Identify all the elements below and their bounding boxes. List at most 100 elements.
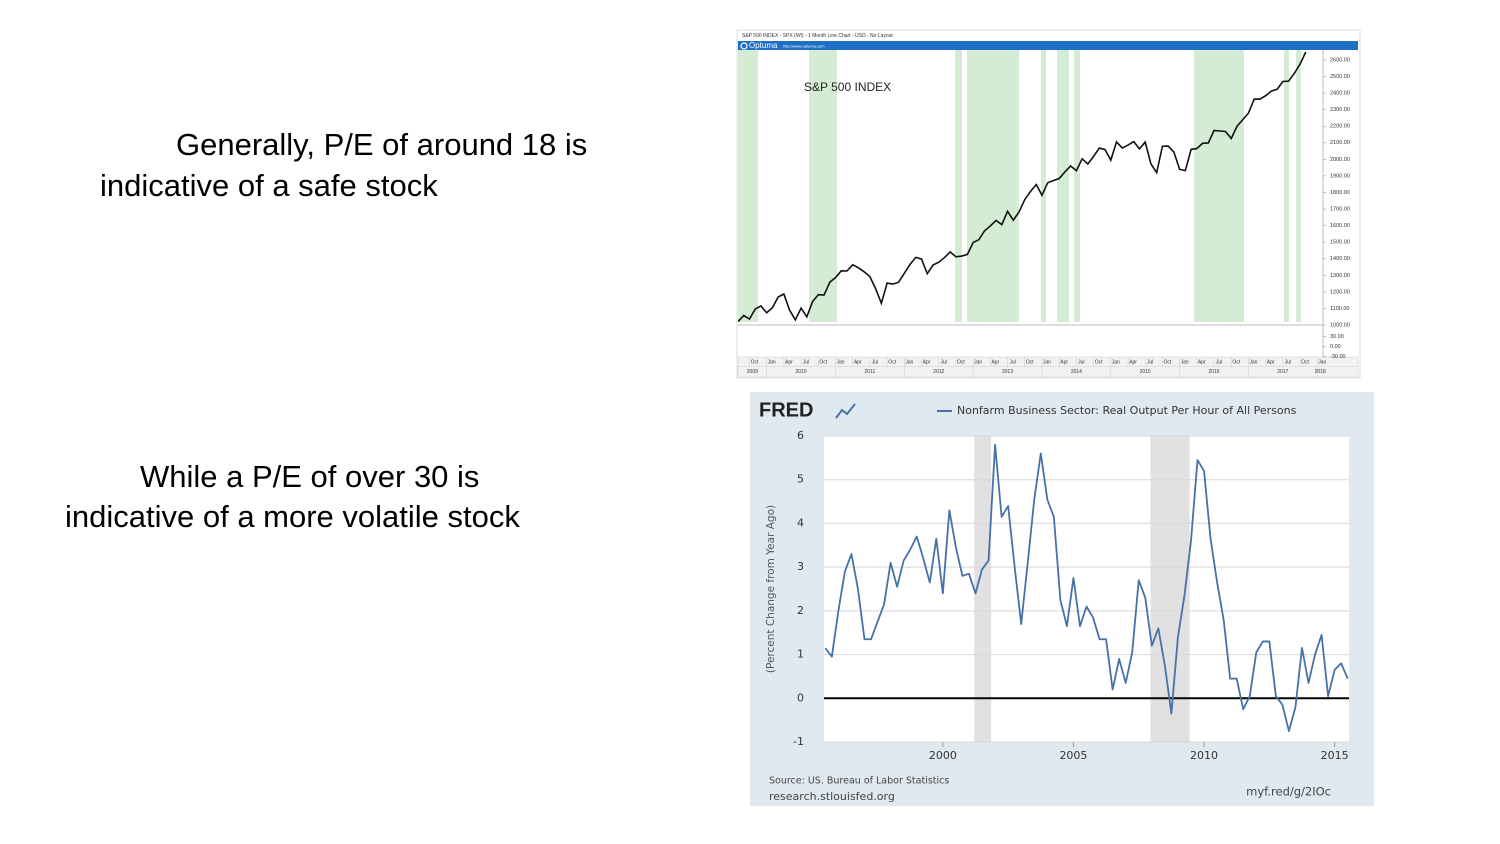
x-tick-label: Apr [1129,359,1137,365]
x-tick-label: Jul [803,359,809,365]
y-tick-label: 5 [797,473,804,486]
y-tick-label: 1100.00 [1330,306,1349,312]
x-tick-label: 2005 [1059,749,1087,762]
slide-text: indicative of a more volatile stock [65,499,520,534]
year-label: 2015 [1140,369,1151,375]
shade-band [738,50,758,322]
x-tick-label: 2015 [1321,749,1349,762]
year-label: 2012 [933,369,944,375]
y-tick-label: 1200.00 [1330,289,1350,295]
slide-text: While a P/E of over 30 is [140,459,479,494]
y-tick-label: 2600.00 [1330,57,1350,63]
y-axis-label: (Percent Change from Year Ago) [765,505,777,673]
brand-icon [740,42,748,50]
short-url: myf.red/g/2IOc [1246,785,1331,799]
source: Source: US. Bureau of Labor Statistics [769,776,949,787]
shade-band [1074,50,1080,322]
x-tick-label: Oct [819,359,827,365]
x-tick-label: Apr [991,359,999,365]
chart-annotation: S&P 500 INDEX [804,80,891,94]
sp500-chart: S&P 500 INDEX - SPX (WI) - 1 Month Line … [736,29,1361,379]
y-tick-label: 3 [797,560,804,573]
y-tick-label: 1000.00 [1330,322,1350,328]
year-label: 2011 [865,369,876,375]
y-tick-label: -1 [793,735,804,748]
x-tick-label: Oct [1232,359,1240,365]
fred-logo: FRED [759,399,813,421]
logo-icon [835,403,856,419]
x-tick-label: Oct [888,359,896,365]
y-tick-label: 1600.00 [1330,223,1350,229]
x-tick-label: Jan [1318,359,1326,365]
y-tick-label: 2400.00 [1330,91,1350,97]
chart-header: S&P 500 INDEX - SPX (WI) - 1 Month Line … [742,33,893,39]
x-tick-label: Oct [1095,359,1103,365]
y-tick-label: 1800.00 [1330,190,1350,196]
slide-text: Generally, P/E of around 18 is [176,127,587,162]
x-tick-label: Jan [1181,359,1189,365]
y-tick-label: 0 [797,691,804,704]
y-tick-label: 2000.00 [1330,157,1350,163]
y-tick-label: 2 [797,604,804,617]
year-label: 2017 [1277,369,1288,375]
y-tick-label: 1700.00 [1330,206,1350,212]
x-tick-label: 2000 [929,749,957,762]
x-tick-label: Jan [905,359,913,365]
recession-band [974,436,992,742]
shade-band [1194,50,1244,322]
x-tick-label: Jan [836,359,844,365]
y-tick-label: 2100.00 [1330,140,1350,146]
x-tick-label: Jan [974,359,982,365]
x-tick-label: Jul [1009,359,1015,365]
x-tick-label: Oct [1164,359,1172,365]
y-tick-label: 1400.00 [1330,256,1350,262]
shade-band [1284,50,1289,322]
x-tick-label: Jan [1043,359,1051,365]
y-tick-label: 2200.00 [1330,124,1350,130]
shade-band [1296,50,1301,322]
legend-entry: Nonfarm Business Sector: Real Output Per… [957,404,1297,417]
x-tick-label: Apr [854,359,862,365]
sub-y-tick-label: -30.00 [1330,354,1346,360]
year-label: 2009 [747,369,758,375]
shade-band [967,50,1019,322]
price-line [738,51,1307,323]
site: research.stlouisfed.org [769,790,895,803]
y-tick-label: 4 [797,516,804,529]
year-label: 2018 [1315,369,1326,375]
y-tick-label: 1900.00 [1330,173,1350,179]
year-label: 2010 [796,369,807,375]
y-tick-label: 1 [797,648,804,661]
shade-band [1041,50,1046,322]
slide-text: indicative of a safe stock [100,168,438,203]
x-tick-label: Jan [1112,359,1120,365]
x-tick-label: Jul [872,359,878,365]
y-tick-label: 1300.00 [1330,273,1350,279]
x-tick-label: Apr [1060,359,1068,365]
year-label: 2014 [1071,369,1082,375]
x-tick-label: Jul [1285,359,1291,365]
brand-url: http://www.optuma.com [783,44,825,49]
y-tick-label: 2300.00 [1330,107,1350,113]
sub-y-tick-label: 0.00 [1330,344,1341,350]
x-tick-label: Oct [1026,359,1034,365]
x-tick-label: Oct [957,359,965,365]
recession-band [1150,436,1190,742]
shade-band [955,50,962,322]
x-tick-label: Apr [1267,359,1275,365]
shade-band [809,50,837,322]
year-label: 2013 [1002,369,1013,375]
fred-chart: FRED Nonfarm Business Sector: Real Outpu… [750,392,1374,806]
x-tick-label: Jan [1249,359,1257,365]
shading [738,50,1301,322]
sub-y-tick-label: 30.00 [1330,334,1344,340]
x-tick-label: Jul [1216,359,1222,365]
x-tick-label: Jul [941,359,947,365]
brand: Optuma [749,41,778,50]
x-tick-label: 2010 [1190,749,1218,762]
x-tick-label: Jul [1147,359,1153,365]
x-tick-label: Oct [751,359,759,365]
x-tick-label: Jul [1078,359,1084,365]
